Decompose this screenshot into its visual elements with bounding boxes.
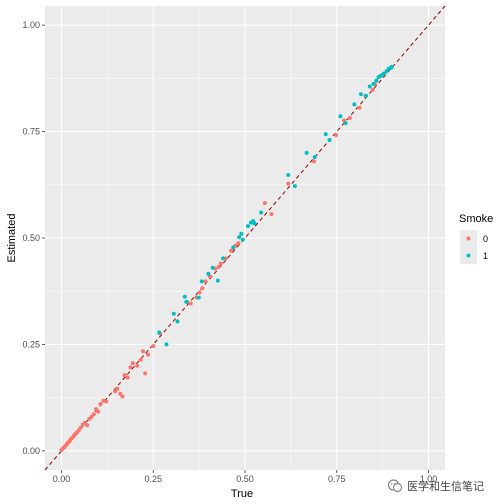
data-point-smoke-0 xyxy=(146,352,151,357)
data-point-smoke-0 xyxy=(120,394,125,399)
data-point-smoke-1 xyxy=(157,330,162,335)
data-point-smoke-1 xyxy=(237,235,242,240)
data-point-smoke-1 xyxy=(199,279,204,284)
data-point-smoke-0 xyxy=(138,357,143,362)
data-point-smoke-0 xyxy=(151,344,156,349)
watermark-text: 医学和生信笔记 xyxy=(407,480,484,493)
data-point-smoke-1 xyxy=(304,150,309,155)
data-point-smoke-0 xyxy=(98,402,103,407)
data-point-smoke-1 xyxy=(374,78,379,83)
data-point-smoke-0 xyxy=(104,399,109,404)
data-point-smoke-1 xyxy=(182,294,187,299)
x-tick-label: 0.75 xyxy=(328,474,346,484)
data-point-smoke-0 xyxy=(85,423,90,428)
data-point-smoke-1 xyxy=(338,114,343,119)
data-point-smoke-0 xyxy=(125,375,130,380)
data-point-smoke-1 xyxy=(171,311,176,316)
data-point-smoke-1 xyxy=(292,184,297,189)
data-point-smoke-1 xyxy=(215,278,220,283)
data-point-smoke-0 xyxy=(286,181,291,186)
legend-label: 1 xyxy=(483,251,488,261)
data-point-smoke-0 xyxy=(130,361,135,366)
data-point-smoke-1 xyxy=(312,155,317,160)
y-tick-label: 0.75 xyxy=(22,127,40,137)
x-axis-title: True xyxy=(231,488,253,500)
wechat-logo-icon xyxy=(387,479,403,493)
data-point-smoke-0 xyxy=(236,241,241,246)
data-point-smoke-0 xyxy=(122,373,127,378)
data-point-smoke-1 xyxy=(245,224,250,229)
data-point-smoke-0 xyxy=(218,261,223,266)
data-point-smoke-1 xyxy=(196,295,201,300)
y-tick-label: 0.50 xyxy=(22,233,40,243)
y-tick-label: 0.25 xyxy=(22,339,40,349)
x-tick-label: 0.00 xyxy=(53,474,71,484)
data-point-smoke-0 xyxy=(203,279,208,284)
data-point-smoke-1 xyxy=(323,132,328,137)
legend-title: Smoke xyxy=(459,213,493,225)
data-point-smoke-1 xyxy=(352,102,357,107)
x-axis-ticks: 0.00 0.25 0.50 0.75 1.00 xyxy=(53,470,438,484)
data-point-smoke-0 xyxy=(96,409,101,414)
data-point-smoke-1 xyxy=(220,256,225,261)
data-point-smoke-1 xyxy=(210,265,215,270)
data-point-smoke-1 xyxy=(343,121,348,126)
data-points xyxy=(59,64,394,452)
data-point-smoke-0 xyxy=(262,201,267,206)
data-point-smoke-0 xyxy=(269,212,274,217)
data-point-smoke-1 xyxy=(231,245,236,250)
data-point-smoke-1 xyxy=(367,84,372,89)
y-axis-ticks: 0.00 0.25 0.50 0.75 1.00 xyxy=(22,20,45,456)
data-point-smoke-0 xyxy=(188,301,193,306)
data-point-smoke-0 xyxy=(135,363,140,368)
data-point-smoke-1 xyxy=(286,172,291,177)
data-point-smoke-1 xyxy=(364,93,369,98)
data-point-smoke-0 xyxy=(91,412,96,417)
data-point-smoke-1 xyxy=(184,299,189,304)
data-point-smoke-1 xyxy=(259,210,264,215)
x-tick-label: 0.25 xyxy=(144,474,162,484)
data-point-smoke-0 xyxy=(334,132,339,137)
y-axis-title: Estimated xyxy=(6,214,18,263)
data-point-smoke-0 xyxy=(216,264,221,269)
legend: Smoke 0 1 xyxy=(459,213,493,264)
data-point-smoke-0 xyxy=(140,349,145,354)
data-point-smoke-0 xyxy=(200,286,205,291)
legend-label: 0 xyxy=(483,234,488,244)
data-point-smoke-1 xyxy=(239,231,244,236)
data-point-smoke-0 xyxy=(347,115,352,120)
legend-key-point xyxy=(466,253,471,258)
data-point-smoke-0 xyxy=(223,256,228,261)
data-point-smoke-1 xyxy=(252,221,257,226)
data-point-smoke-0 xyxy=(115,386,120,391)
data-point-smoke-0 xyxy=(311,159,316,164)
y-tick-label: 0.00 xyxy=(22,446,40,456)
data-point-smoke-1 xyxy=(381,71,386,76)
data-point-smoke-1 xyxy=(240,237,245,242)
x-tick-label: 1.00 xyxy=(420,474,438,484)
data-point-smoke-1 xyxy=(371,81,376,86)
data-point-smoke-1 xyxy=(376,75,381,80)
x-tick-label: 0.50 xyxy=(236,474,254,484)
watermark: 医学和生信笔记 xyxy=(387,476,484,496)
data-point-smoke-0 xyxy=(78,425,83,430)
data-point-smoke-1 xyxy=(358,92,363,97)
data-point-smoke-0 xyxy=(128,365,133,370)
y-tick-label: 1.00 xyxy=(22,20,40,30)
data-point-smoke-0 xyxy=(357,105,362,110)
data-point-smoke-1 xyxy=(175,319,180,324)
legend-key-point xyxy=(466,236,471,241)
data-point-smoke-0 xyxy=(197,290,202,295)
data-point-smoke-1 xyxy=(389,64,394,69)
data-point-smoke-1 xyxy=(327,138,332,143)
data-point-smoke-1 xyxy=(206,271,211,276)
data-point-smoke-1 xyxy=(164,342,169,347)
data-point-smoke-0 xyxy=(143,371,148,376)
data-point-smoke-0 xyxy=(370,87,375,92)
